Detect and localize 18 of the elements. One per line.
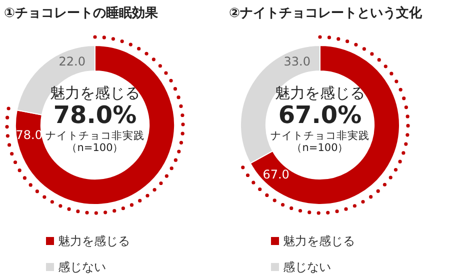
legend-label: 感じない bbox=[58, 258, 106, 276]
legend-label: 魅力を感じる bbox=[58, 232, 130, 250]
chart-title: ②ナイトチョコレートという文化 bbox=[229, 4, 422, 22]
legend-label: 感じない bbox=[283, 258, 331, 276]
text: （n=100） bbox=[290, 142, 350, 154]
data-label: 78.0 bbox=[16, 128, 42, 142]
text: 78.0% bbox=[52, 101, 138, 130]
text: ナイトチョコ非実践 bbox=[270, 130, 370, 142]
legend-label: 魅力を感じる bbox=[283, 232, 355, 250]
text: 67.0% bbox=[277, 101, 363, 130]
data-label: 67.0 bbox=[262, 167, 290, 182]
data-label: 22.0 bbox=[58, 54, 86, 68]
text: 魅力を感じる bbox=[49, 84, 141, 102]
text: （n=100） bbox=[65, 142, 125, 154]
data-label: 33.0 bbox=[284, 54, 310, 68]
text: ナイトチョコ非実践 bbox=[46, 130, 144, 142]
chart-title: ①チョコレートの睡眠効果 bbox=[4, 5, 158, 22]
text: 魅力を感じる bbox=[274, 84, 366, 102]
